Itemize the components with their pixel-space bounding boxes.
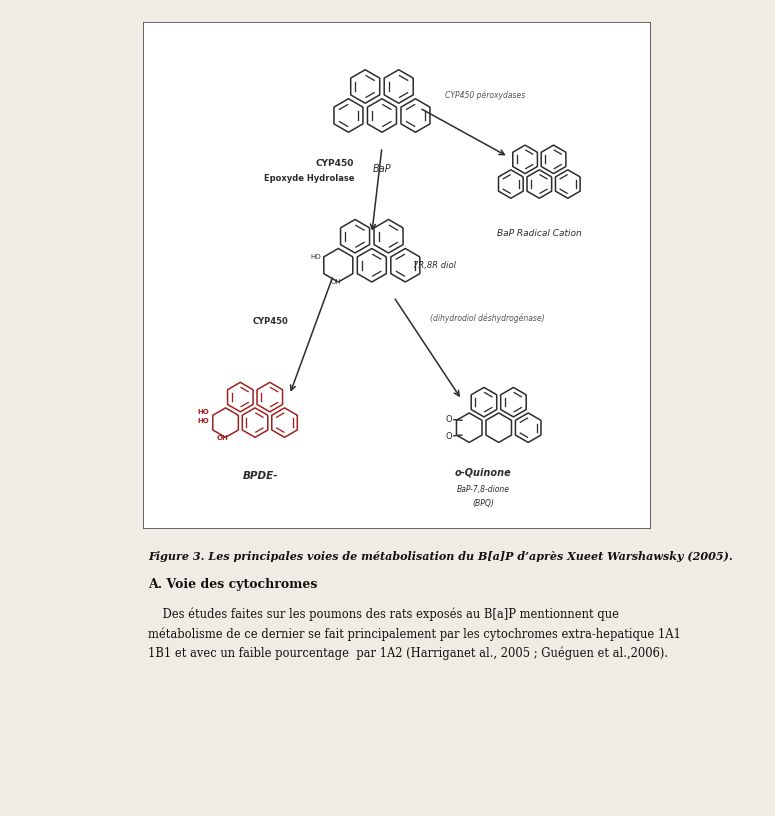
Text: (BPQ): (BPQ) xyxy=(473,499,494,508)
Text: OH: OH xyxy=(330,280,341,286)
Text: Figure 3. Les principales voies de métabolisation du B[a]P d’après Xueet Warshaw: Figure 3. Les principales voies de métab… xyxy=(148,551,732,561)
Text: 7R,8R diol: 7R,8R diol xyxy=(413,261,456,270)
Text: O: O xyxy=(445,432,452,441)
Text: CYP450 péroxydases: CYP450 péroxydases xyxy=(446,91,525,100)
Text: CYP450: CYP450 xyxy=(315,159,354,168)
Text: O: O xyxy=(445,415,452,424)
Text: o-Quinone: o-Quinone xyxy=(455,468,512,477)
Text: BaP-7,8-dione: BaP-7,8-dione xyxy=(457,485,510,494)
Text: BaP Radical Cation: BaP Radical Cation xyxy=(497,229,582,238)
Text: BPDE-: BPDE- xyxy=(243,471,278,481)
Text: HO: HO xyxy=(198,418,209,424)
Text: CYP450: CYP450 xyxy=(253,317,288,326)
Text: BaP: BaP xyxy=(373,164,391,174)
Text: A. Voie des cytochromes: A. Voie des cytochromes xyxy=(148,578,318,591)
Text: OH: OH xyxy=(217,435,229,441)
Text: HO: HO xyxy=(198,409,209,415)
Text: (dihydrodiol déshydrogénase): (dihydrodiol déshydrogénase) xyxy=(430,314,545,323)
Text: Des études faites sur les poumons des rats exposés au B[a]P mentionnent que
méta: Des études faites sur les poumons des ra… xyxy=(148,608,681,660)
Text: HO: HO xyxy=(310,254,321,259)
Text: Epoxyde Hydrolase: Epoxyde Hydrolase xyxy=(264,175,354,184)
